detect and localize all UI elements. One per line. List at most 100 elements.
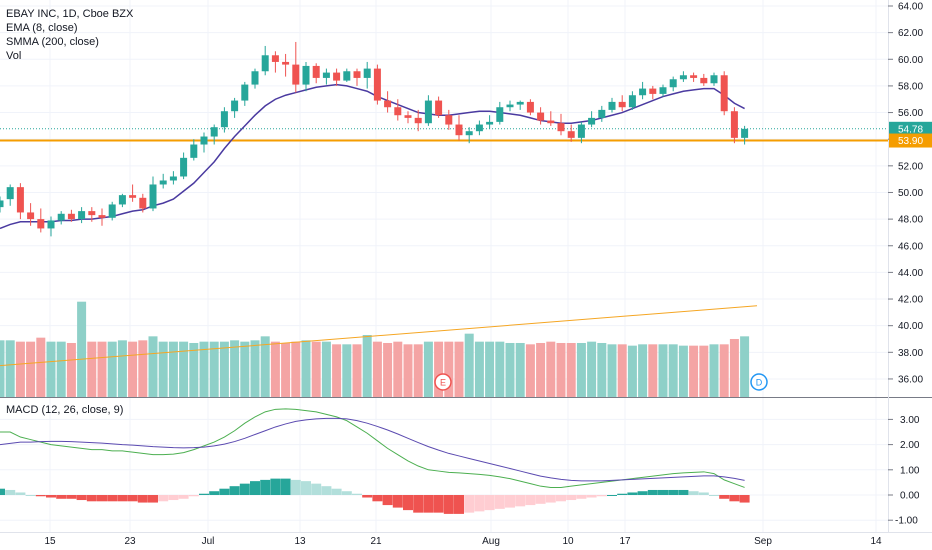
- macd-histogram-bar: [229, 486, 240, 495]
- candle-body: [567, 131, 575, 138]
- volume-bar: [97, 341, 107, 397]
- volume-bar: [546, 341, 556, 397]
- candle-body: [475, 124, 483, 132]
- macd-tick-label: 0.00: [900, 491, 920, 502]
- volume-bar: [66, 342, 76, 397]
- grid-lines: [0, 0, 888, 532]
- candle-body: [271, 55, 279, 62]
- macd-histogram-bar: [188, 495, 199, 497]
- macd-histogram-bar: [239, 483, 250, 495]
- volume-bar: [413, 344, 423, 397]
- candle-body: [16, 187, 24, 213]
- candle-body: [384, 100, 392, 108]
- legend-symbol: EBAY INC, 1D, Cboe BZX: [6, 8, 134, 20]
- candle-body: [220, 111, 228, 128]
- macd-histogram-bar: [148, 495, 158, 503]
- macd-histogram-bar: [505, 495, 515, 508]
- macd-histogram-bar: [311, 483, 322, 495]
- price-tick-label: 48.00: [898, 215, 923, 226]
- candle-body: [506, 104, 514, 108]
- candle-body: [231, 100, 239, 112]
- macd-histogram-bar: [56, 495, 67, 499]
- macd-histogram-bar: [382, 495, 393, 506]
- macd-histogram-bar: [607, 495, 617, 496]
- candle-body: [445, 115, 453, 125]
- volume-bar: [372, 341, 382, 397]
- candle-body: [435, 100, 443, 116]
- macd-histogram-bar: [35, 495, 46, 497]
- volume-bar: [219, 341, 229, 397]
- candle-body: [669, 79, 677, 88]
- macd-histogram-bar: [698, 492, 709, 495]
- last-price-badge: 54.78: [889, 121, 932, 136]
- macd-histogram-bar: [474, 495, 485, 512]
- macd-histogram-bar: [515, 495, 526, 507]
- volume-bar: [648, 344, 658, 397]
- volume-bar: [362, 334, 372, 397]
- volume-bar: [352, 344, 362, 397]
- macd-histogram-bar: [372, 495, 383, 502]
- volume-bar: [158, 341, 168, 397]
- volume-bar: [454, 341, 464, 397]
- candle-body: [465, 131, 473, 136]
- volume-bar: [15, 341, 25, 397]
- price-tick-label: 50.00: [898, 188, 923, 199]
- candle-body: [67, 213, 75, 220]
- candle-body: [282, 61, 290, 65]
- candle-body: [118, 195, 126, 205]
- volume-bar: [729, 338, 739, 397]
- macd-histogram-bar: [586, 495, 597, 498]
- macd-histogram-bar: [566, 495, 577, 501]
- macd-histogram-bar: [556, 495, 566, 502]
- volume-bar: [638, 344, 648, 397]
- volume-bar: [117, 340, 127, 397]
- candle-body: [149, 184, 157, 209]
- macd-histogram-bar: [352, 493, 362, 495]
- candle-body: [241, 84, 249, 101]
- price-tick-label: 38.00: [898, 348, 923, 359]
- macd-histogram-bar: [454, 495, 464, 514]
- volume-bar: [230, 340, 240, 397]
- macd-histogram-bar: [97, 495, 107, 502]
- candle-body: [322, 72, 330, 78]
- macd-histogram-bar: [739, 495, 750, 503]
- volume-bar: [444, 341, 454, 397]
- macd-histogram-bar: [66, 495, 77, 499]
- candle-body: [700, 77, 708, 84]
- volume-bar: [301, 340, 311, 397]
- volume-bar: [566, 342, 576, 397]
- candle-body: [292, 64, 300, 85]
- macd-histogram-bar: [535, 495, 546, 504]
- price-axis: 64.0062.0060.0058.0056.0054.0052.0050.00…: [888, 1, 923, 385]
- macd-histogram: [0, 478, 750, 514]
- macd-histogram-bar: [331, 488, 342, 495]
- candle-body: [0, 200, 4, 208]
- volume-bar: [597, 342, 607, 397]
- candle-body: [404, 115, 412, 118]
- price-tick-label: 42.00: [898, 295, 923, 306]
- candle-body: [57, 213, 65, 221]
- candle-body: [180, 157, 188, 177]
- volume-bar: [740, 336, 750, 397]
- candle-body: [261, 55, 269, 72]
- macd-histogram-bar: [168, 495, 179, 501]
- macd-histogram-bar: [178, 495, 189, 499]
- volume-bar: [77, 301, 87, 397]
- volume-bar: [281, 342, 291, 397]
- candle-body: [373, 68, 381, 101]
- volume-bar: [199, 341, 209, 397]
- volume-bar: [270, 341, 280, 397]
- time-tick-label: 14: [870, 536, 882, 547]
- macd-histogram-bar: [290, 479, 301, 495]
- legend-smma: SMMA (200, close): [6, 36, 99, 48]
- volume-bar: [148, 336, 158, 397]
- macd-histogram-bar: [86, 495, 97, 502]
- volume-bar: [189, 342, 199, 397]
- macd-histogram-bar: [464, 495, 475, 513]
- macd-histogram-bar: [576, 495, 587, 499]
- macd-histogram-bar: [545, 495, 556, 503]
- volume-bar: [699, 345, 709, 397]
- macd-histogram-bar: [709, 495, 719, 496]
- candle-body: [557, 123, 565, 132]
